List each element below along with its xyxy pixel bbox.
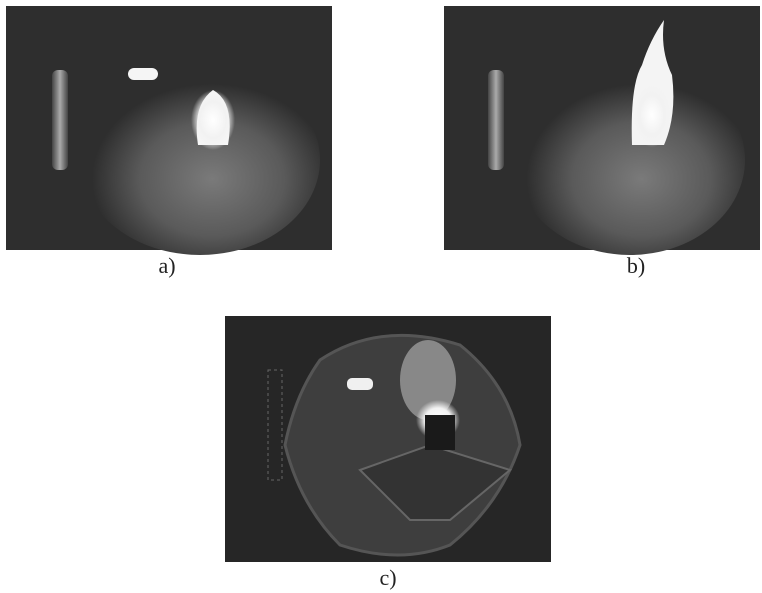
panel-b: b) [444,6,760,278]
caption: c) [379,565,396,590]
page: {"figure": {"panels": [{"caption": "a)"}… [0,0,762,593]
haze [515,65,745,255]
glow [191,90,235,150]
panel-c: c) [225,316,551,590]
caption: a) [158,253,175,278]
haze [80,65,320,255]
caption: b) [627,253,645,278]
glow [632,83,672,147]
core [425,415,455,450]
light [128,68,158,80]
light [347,378,373,390]
pipe [52,70,68,170]
pipe [488,70,504,170]
panel-a: a) [6,6,332,278]
figure: a) b) c) [0,0,762,593]
